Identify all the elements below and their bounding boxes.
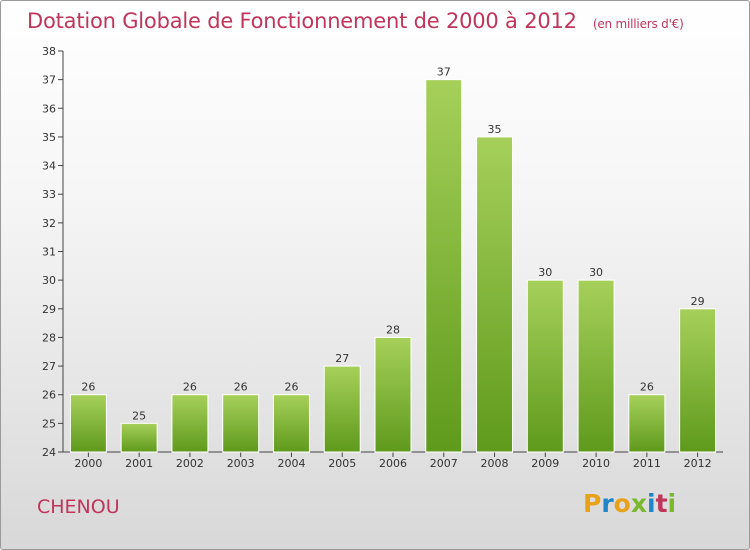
commune-name: CHENOU [37, 496, 120, 518]
y-tick-label: 34 [42, 160, 56, 173]
bar-value-label: 26 [183, 381, 197, 394]
y-tick-label: 33 [42, 188, 56, 201]
axes: 24 25 26 27 28 29 30 31 32 33 34 35 36 37 38 2000 2001 20… [42, 45, 723, 470]
bar-value-label: 30 [538, 266, 552, 279]
logo-letter: P [583, 489, 602, 518]
logo-letter: x [630, 489, 647, 518]
bar [679, 308, 717, 453]
bar [222, 394, 260, 453]
bar-value-labels: 26 25 26 26 26 27 28 37 35 30 30 26 29 [81, 66, 704, 423]
y-tick-label: 32 [42, 217, 56, 230]
x-tick-label: 2006 [379, 457, 407, 470]
x-tick-label: 2011 [633, 457, 661, 470]
bar-value-label: 28 [386, 323, 400, 336]
bar [526, 279, 564, 453]
bar-value-label: 25 [132, 409, 146, 422]
bar-value-label: 26 [81, 381, 95, 394]
logo-letter: i [667, 489, 677, 518]
x-tick-label: 2003 [227, 457, 255, 470]
y-tick-label: 29 [42, 303, 56, 316]
y-tick-label: 26 [42, 389, 56, 402]
bar-value-label: 26 [640, 381, 654, 394]
bar-value-label: 27 [335, 352, 349, 365]
y-tick-label: 25 [42, 417, 56, 430]
logo-letter: o [613, 489, 631, 518]
y-tick-label: 37 [42, 74, 56, 87]
bar-value-label: 26 [284, 381, 298, 394]
y-tick-label: 38 [42, 45, 56, 58]
bars [69, 79, 717, 453]
bar-value-label: 35 [488, 123, 502, 136]
x-tick-label: 2007 [430, 457, 458, 470]
title-text: Dotation Globale de Fonctionnement de 20… [27, 9, 577, 33]
y-tick-label: 27 [42, 360, 56, 373]
y-tick-label: 31 [42, 246, 56, 259]
bar-value-label: 29 [691, 295, 705, 308]
unit-label: (en milliers d'€) [592, 17, 684, 31]
x-tick-label: 2008 [481, 457, 509, 470]
bar-value-label: 26 [234, 381, 248, 394]
bar [577, 279, 615, 453]
x-tick-label: 2000 [74, 457, 102, 470]
x-tick-label: 2012 [684, 457, 712, 470]
bar [476, 136, 514, 453]
x-tick-label: 2001 [125, 457, 153, 470]
bar [272, 394, 310, 453]
bar-value-label: 37 [437, 66, 451, 79]
bar [69, 394, 107, 453]
logo-letter: i [647, 489, 656, 518]
bar-value-label: 30 [589, 266, 603, 279]
proxiti-logo[interactable]: Proxiti [583, 489, 676, 518]
x-tick-label: 2010 [582, 457, 610, 470]
x-tick-label: 2009 [531, 457, 559, 470]
bar [171, 394, 209, 453]
x-tick-label: 2002 [176, 457, 204, 470]
bar [323, 365, 361, 453]
bar [425, 79, 463, 453]
x-tick-label: 2004 [277, 457, 305, 470]
y-tick-label: 30 [42, 274, 56, 287]
chart-title: Dotation Globale de Fonctionnement de 20… [27, 9, 684, 33]
y-tick-label: 28 [42, 331, 56, 344]
y-tick-label: 24 [42, 446, 56, 459]
bar [120, 422, 158, 453]
y-tick-label: 36 [42, 102, 56, 115]
bar [628, 394, 666, 453]
y-tick-label: 35 [42, 131, 56, 144]
logo-letter: t [655, 489, 668, 518]
x-tick-label: 2005 [328, 457, 356, 470]
bar [374, 336, 412, 453]
logo-letter: r [601, 489, 614, 518]
